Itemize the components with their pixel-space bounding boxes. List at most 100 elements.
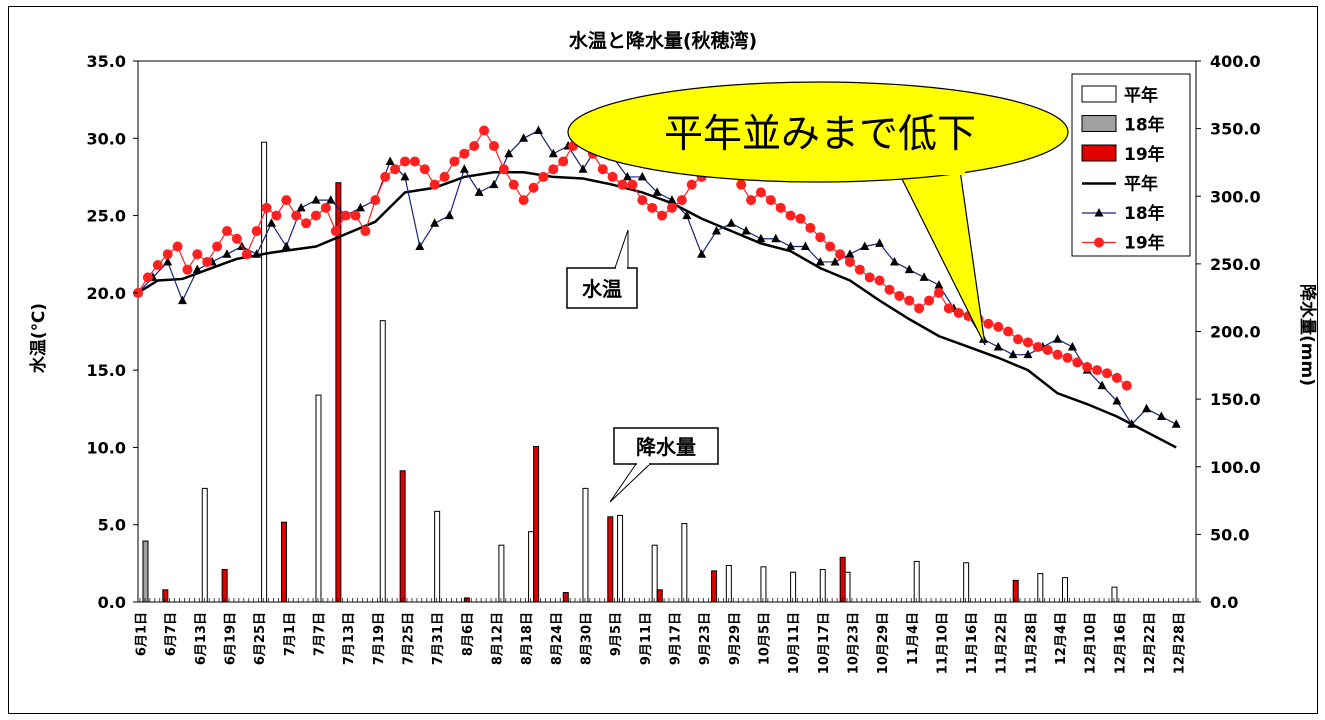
temp-point (805, 222, 816, 233)
precip-bar (819, 569, 826, 603)
precip-bar (1012, 579, 1019, 603)
precip-bar (463, 597, 470, 603)
temp-point (266, 218, 276, 227)
temp-point (1102, 368, 1113, 379)
precip-bar (315, 394, 322, 603)
precip-bar (725, 564, 732, 603)
x-tick-label: 8月12日 (490, 612, 505, 665)
temp-point (231, 233, 242, 244)
x-tick-label: 7月1日 (283, 612, 298, 656)
temp-line (137, 171, 1177, 449)
precip-bar (681, 523, 688, 603)
temp-point (682, 210, 692, 220)
temp-point (355, 202, 365, 212)
temp-point (1022, 337, 1033, 348)
precip-bar (790, 571, 797, 603)
legend-marker (1094, 208, 1104, 217)
precip-bar (963, 562, 970, 603)
x-tick: 9月5日 (609, 612, 624, 656)
x-tick-label: 11月10日 (935, 612, 950, 674)
y-left-tick-label: 35.0 (87, 52, 126, 71)
x-tick: 8月18日 (520, 612, 535, 665)
y-right-tick-label: 50.0 (1210, 525, 1249, 544)
precip-bar (844, 571, 851, 603)
temp-point (429, 179, 440, 190)
x-tick-label: 12月4日 (1054, 612, 1069, 665)
temp-point (1013, 334, 1024, 345)
temp-point (934, 280, 944, 289)
y-left-tick-label: 15.0 (87, 361, 126, 380)
temp-point (1127, 419, 1137, 428)
precip-bar (528, 531, 535, 603)
x-tick: 11月22日 (995, 612, 1010, 674)
y-right-tick-label: 250.0 (1210, 255, 1261, 274)
temp-point (1072, 357, 1083, 368)
x-tick: 10月5日 (757, 612, 772, 665)
temp-point (533, 125, 543, 135)
temp-point (415, 241, 425, 250)
temp-point (182, 264, 193, 275)
temp-point (330, 226, 341, 237)
temp-point (874, 275, 885, 286)
temp-point (914, 303, 925, 314)
x-tick: 6月25日 (253, 612, 268, 665)
temp-point (1003, 326, 1014, 337)
x-tick: 9月23日 (698, 612, 713, 665)
callout-box-text: 水温 (582, 277, 622, 301)
precip-bar (617, 514, 624, 603)
temp-point (755, 187, 766, 198)
temp-point (439, 171, 450, 182)
y-right-tick-label: 0.0 (1210, 593, 1238, 612)
temp-point (835, 249, 846, 260)
temp-point (459, 164, 469, 173)
temp-point (212, 241, 223, 252)
precip-bar (201, 487, 208, 603)
temp-point (142, 272, 153, 283)
temp-point (864, 272, 875, 283)
temp-point (943, 303, 954, 314)
x-tick: 7月1日 (283, 612, 298, 656)
temp-point (597, 164, 608, 175)
x-tick-label: 11月28日 (1024, 612, 1039, 674)
temp-point (449, 156, 460, 167)
x-tick: 11月28日 (1024, 612, 1039, 674)
temp-point (775, 202, 786, 213)
y-left-tick-label: 25.0 (87, 207, 126, 226)
precip-bar (562, 592, 569, 603)
x-tick: 6月1日 (135, 612, 150, 656)
temp-point (933, 287, 944, 298)
temp-point (1032, 341, 1043, 352)
x-tick: 10月23日 (846, 612, 861, 674)
temp-point (192, 264, 202, 274)
precip-bar (1037, 573, 1044, 603)
temp-point (697, 249, 707, 258)
temp-point (488, 141, 499, 152)
legend-label: 19年 (1124, 233, 1165, 254)
callout-pointer-cover (895, 150, 965, 175)
x-tick: 9月29日 (728, 612, 743, 665)
x-tick: 8月24日 (550, 612, 565, 665)
temp-point (785, 210, 796, 221)
x-tick-label: 7月25日 (401, 612, 416, 665)
temp-point (825, 241, 836, 252)
temp-point (311, 195, 321, 204)
temp-line (137, 129, 1177, 426)
temp-point (637, 171, 647, 181)
x-tick: 8月30日 (579, 612, 594, 665)
precip-bar (711, 570, 718, 603)
x-tick-label: 12月28日 (1173, 612, 1188, 674)
x-tick-label: 7月31日 (431, 612, 446, 665)
temp-point (622, 171, 632, 181)
y-right-tick-label: 400.0 (1210, 52, 1261, 71)
temp-point (1142, 403, 1152, 413)
temp-point (919, 272, 929, 281)
y-left-tick-label: 5.0 (98, 516, 126, 535)
temp-point (875, 238, 885, 247)
precip-bar (221, 569, 228, 603)
x-tick-label: 11月22日 (995, 612, 1010, 674)
temp-point (172, 241, 183, 252)
x-tick-label: 11月16日 (965, 612, 980, 674)
temp-point (177, 295, 187, 305)
x-tick: 12月10日 (1084, 612, 1099, 674)
temp-point (815, 232, 826, 243)
